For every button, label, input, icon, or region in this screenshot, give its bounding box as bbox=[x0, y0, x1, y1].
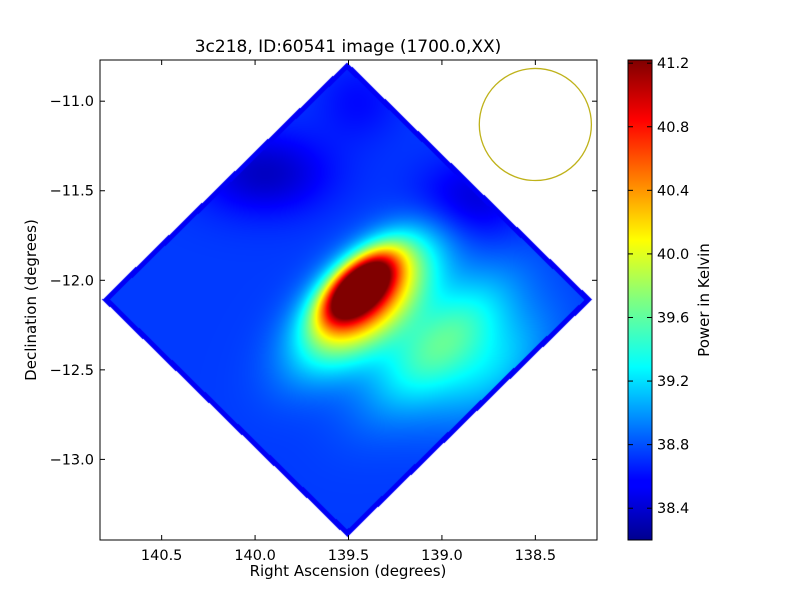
colorbar-label: Power in Kelvin bbox=[695, 243, 713, 357]
colorbar: 41.2 40.8 40.4 40.0 39.6 39.2 38.8 38.4 Power i… bbox=[627, 56, 713, 541]
colorbar-tick-label: 40.4 bbox=[657, 183, 689, 199]
colorbar-tick-label: 40.8 bbox=[657, 120, 689, 136]
x-tick-label: 140.0 bbox=[234, 548, 276, 564]
heatmap-image bbox=[100, 60, 597, 540]
heatmap-image-frame bbox=[100, 60, 597, 540]
colorbar-tick-label: 38.8 bbox=[657, 438, 689, 454]
x-tick-label: 138.5 bbox=[515, 548, 557, 564]
x-tick-label: 139.0 bbox=[421, 548, 463, 564]
colorbar-frame bbox=[627, 59, 653, 541]
colorbar-tick-label: 41.2 bbox=[657, 56, 689, 72]
heatmap-plot bbox=[99, 59, 598, 541]
y-axis-label: Declination (degrees) bbox=[22, 219, 40, 381]
colorbar-gradient bbox=[628, 60, 652, 540]
x-tick-label: 140.5 bbox=[141, 548, 183, 564]
y-tick-label: −12.0 bbox=[50, 273, 94, 289]
colorbar-tick-label: 39.2 bbox=[657, 374, 689, 390]
y-axis-ticks: −11.0 −11.5 −12.0 −12.5 −13.0 bbox=[50, 94, 597, 468]
y-tick-label: −13.0 bbox=[50, 452, 94, 468]
y-tick-label: −11.0 bbox=[50, 94, 94, 110]
colorbar-tick-label: 40.0 bbox=[657, 247, 689, 263]
x-tick-label: 139.5 bbox=[328, 548, 370, 564]
y-tick-label: −12.5 bbox=[50, 363, 94, 379]
colorbar-tick-label: 39.6 bbox=[657, 310, 689, 326]
colorbar-ticks: 41.2 40.8 40.4 40.0 39.6 39.2 38.8 38.4 bbox=[628, 56, 689, 517]
beam-circle bbox=[478, 67, 593, 182]
y-tick-label: −11.5 bbox=[50, 184, 94, 200]
chart-title: 3c218, ID:60541 image (1700.0,XX) bbox=[195, 37, 502, 57]
x-axis-ticks: 140.5 140.0 139.5 139.0 138.5 bbox=[141, 60, 556, 564]
x-axis-label: Right Ascension (degrees) bbox=[250, 562, 447, 580]
colorbar-tick-label: 38.4 bbox=[657, 501, 689, 517]
